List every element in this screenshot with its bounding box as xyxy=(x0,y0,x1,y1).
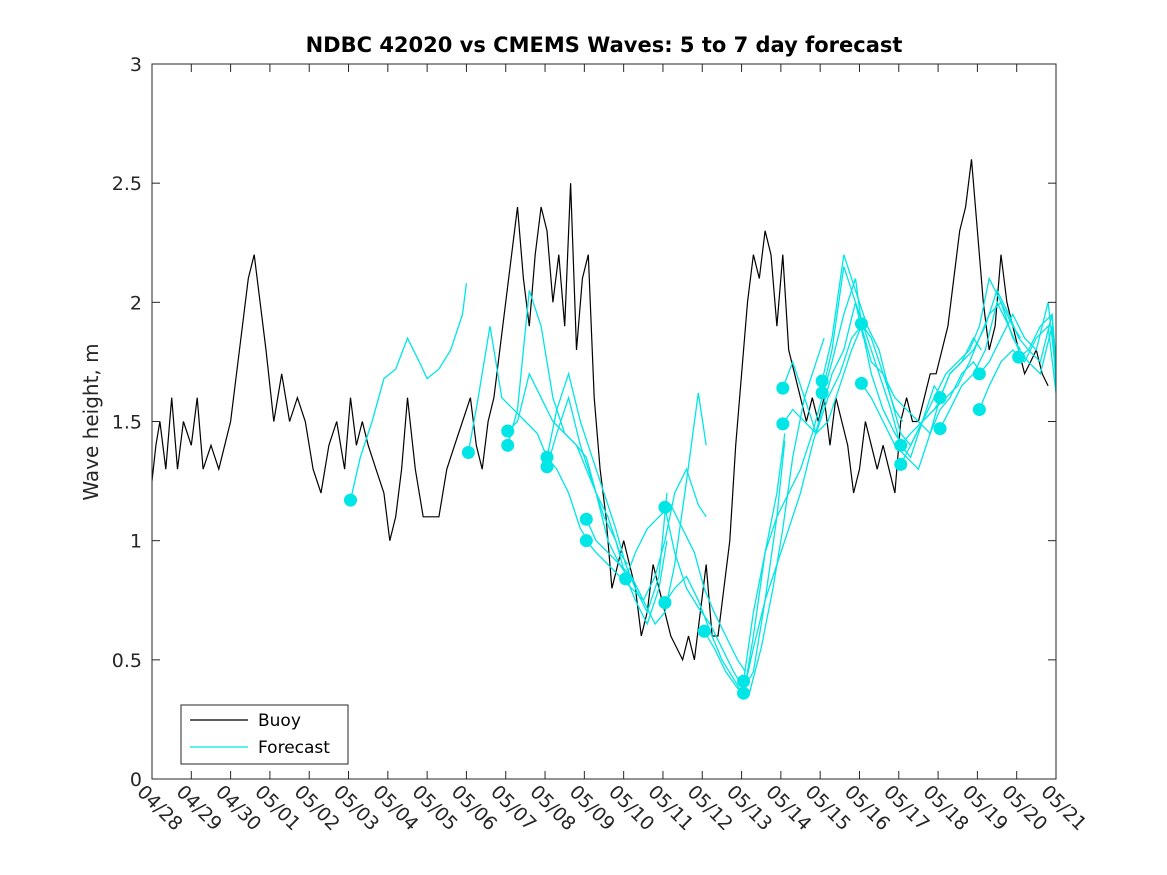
forecast-series-line xyxy=(467,326,589,542)
forecast-marker xyxy=(854,376,868,390)
forecast-marker xyxy=(697,624,711,638)
forecast-series-line xyxy=(585,392,707,626)
forecast-marker xyxy=(501,438,515,452)
chart-title: NDBC 42020 vs CMEMS Waves: 5 to 7 day fo… xyxy=(306,33,903,57)
forecast-marker xyxy=(815,374,829,388)
y-tick-label: 0.5 xyxy=(112,650,142,672)
forecast-marker xyxy=(737,674,751,688)
y-tick-label: 2.5 xyxy=(112,173,142,195)
legend: Buoy Forecast xyxy=(180,704,349,765)
forecast-marker xyxy=(894,438,908,452)
forecast-series-line xyxy=(349,283,468,501)
forecast-marker xyxy=(579,534,593,548)
forecast-marker xyxy=(1012,350,1026,364)
forecast-series-line xyxy=(939,300,1056,429)
forecast-marker xyxy=(972,403,986,417)
y-tick-label: 3 xyxy=(130,54,142,76)
forecast-series-line xyxy=(624,503,747,673)
forecast-marker xyxy=(343,493,357,507)
forecast-marker xyxy=(776,381,790,395)
forecast-series-line xyxy=(782,324,904,446)
forecast-marker xyxy=(854,317,868,331)
forecast-marker xyxy=(579,512,593,526)
x-tick-label: 05/21 xyxy=(1036,781,1090,835)
forecast-series-line xyxy=(939,288,1056,398)
forecast-series-line xyxy=(546,395,668,626)
forecast-series-line xyxy=(1018,312,1056,374)
plot-area xyxy=(152,159,1056,700)
forecast-series-line xyxy=(585,467,707,602)
forecast-series-line xyxy=(703,337,825,695)
y-tick-label: 2 xyxy=(130,292,142,314)
legend-label-forecast: Forecast xyxy=(258,738,330,758)
y-tick-label: 0 xyxy=(130,769,142,791)
forecast-marker xyxy=(933,422,947,436)
forecast-marker xyxy=(540,450,554,464)
forecast-series-line xyxy=(821,266,943,459)
forecast-series-line xyxy=(664,440,786,690)
forecast-series-line xyxy=(507,290,629,577)
forecast-series-line xyxy=(860,360,982,471)
forecast-series-line xyxy=(860,323,982,435)
forecast-marker xyxy=(619,572,633,586)
forecast-series-line xyxy=(978,324,1056,410)
legend-label-buoy: Buoy xyxy=(258,711,301,731)
y-tick-label: 1.5 xyxy=(112,412,142,434)
forecast-marker xyxy=(658,596,672,610)
forecast-marker xyxy=(972,367,986,381)
forecast-marker xyxy=(815,386,829,400)
forecast-series-line xyxy=(900,276,1022,446)
forecast-series-line xyxy=(742,278,865,682)
forecast-marker xyxy=(894,457,908,471)
forecast-marker xyxy=(737,686,751,700)
axes-box xyxy=(151,63,1057,780)
forecast-series-line xyxy=(664,433,786,698)
forecast-marker xyxy=(776,417,790,431)
y-axis-label: Wave height, m xyxy=(79,343,103,500)
forecast-marker xyxy=(501,424,515,438)
forecast-marker xyxy=(658,500,672,514)
forecast-marker xyxy=(461,445,475,459)
forecast-series-line xyxy=(978,302,1056,375)
forecast-series-line xyxy=(546,371,668,614)
legend-box xyxy=(180,704,349,765)
y-tick-label: 1 xyxy=(130,531,142,553)
forecast-marker xyxy=(540,460,554,474)
forecast-series-line xyxy=(900,301,1022,465)
forecast-series-line xyxy=(782,324,904,435)
forecast-series-line xyxy=(742,302,865,694)
buoy-series-line xyxy=(152,159,1049,662)
forecast-marker xyxy=(933,391,947,405)
